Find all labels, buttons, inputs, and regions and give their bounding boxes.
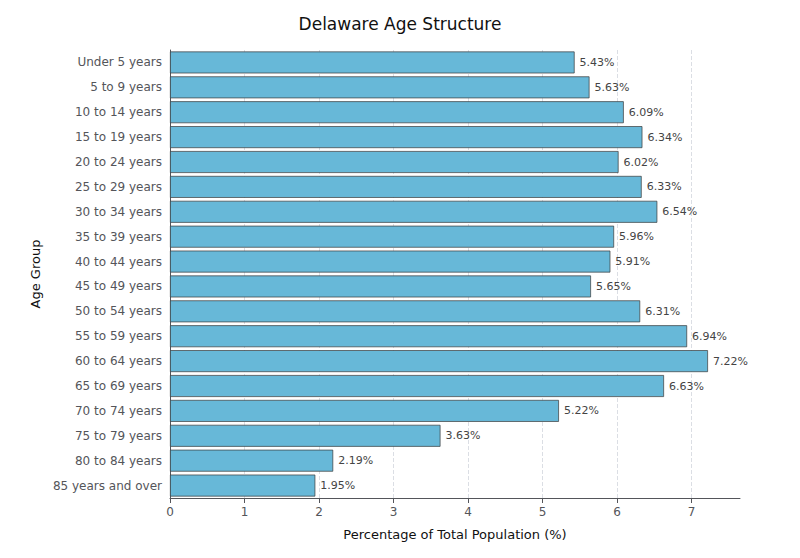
svg-text:45 to 49 years: 45 to 49 years	[75, 279, 162, 293]
svg-text:60 to 64 years: 60 to 64 years	[75, 354, 162, 368]
svg-text:0: 0	[166, 505, 174, 519]
svg-text:6.02%: 6.02%	[624, 156, 659, 169]
svg-text:6: 6	[613, 505, 621, 519]
svg-text:85 years and over: 85 years and over	[53, 479, 162, 493]
svg-text:5 to 9 years: 5 to 9 years	[90, 80, 162, 94]
svg-text:10 to 14 years: 10 to 14 years	[75, 105, 162, 119]
svg-text:2.19%: 2.19%	[338, 454, 373, 467]
svg-text:7.22%: 7.22%	[713, 355, 748, 368]
svg-text:25 to 29 years: 25 to 29 years	[75, 180, 162, 194]
svg-text:4: 4	[464, 505, 472, 519]
svg-text:6.63%: 6.63%	[669, 380, 704, 393]
svg-text:1.95%: 1.95%	[320, 479, 355, 492]
svg-text:6.54%: 6.54%	[662, 205, 697, 218]
svg-text:Age Group: Age Group	[28, 240, 43, 309]
svg-text:Delaware Age Structure: Delaware Age Structure	[299, 14, 502, 34]
svg-text:Under 5 years: Under 5 years	[77, 55, 162, 69]
svg-text:75 to 79 years: 75 to 79 years	[75, 429, 162, 443]
svg-text:6.34%: 6.34%	[647, 131, 682, 144]
svg-text:Percentage of Total Population: Percentage of Total Population (%)	[343, 527, 566, 542]
svg-text:5.65%: 5.65%	[596, 280, 631, 293]
svg-text:5.22%: 5.22%	[564, 404, 599, 417]
svg-text:3: 3	[390, 505, 398, 519]
svg-text:35 to 39 years: 35 to 39 years	[75, 230, 162, 244]
svg-text:5.63%: 5.63%	[594, 81, 629, 94]
svg-text:7: 7	[688, 505, 696, 519]
svg-text:5.91%: 5.91%	[615, 255, 650, 268]
svg-text:70 to 74 years: 70 to 74 years	[75, 404, 162, 418]
svg-text:80 to 84 years: 80 to 84 years	[75, 454, 162, 468]
svg-text:3.63%: 3.63%	[445, 429, 480, 442]
svg-text:65 to 69 years: 65 to 69 years	[75, 379, 162, 393]
svg-text:5: 5	[539, 505, 547, 519]
svg-text:15 to 19 years: 15 to 19 years	[75, 130, 162, 144]
svg-text:6.31%: 6.31%	[645, 305, 680, 318]
svg-text:40 to 44 years: 40 to 44 years	[75, 255, 162, 269]
svg-text:55 to 59 years: 55 to 59 years	[75, 329, 162, 343]
svg-text:30 to 34 years: 30 to 34 years	[75, 205, 162, 219]
svg-text:20 to 24 years: 20 to 24 years	[75, 155, 162, 169]
svg-text:6.94%: 6.94%	[692, 330, 727, 343]
svg-text:2: 2	[315, 505, 323, 519]
svg-text:50 to 54 years: 50 to 54 years	[75, 304, 162, 318]
svg-text:5.96%: 5.96%	[619, 230, 654, 243]
svg-text:1: 1	[241, 505, 249, 519]
svg-text:6.33%: 6.33%	[647, 180, 682, 193]
svg-text:5.43%: 5.43%	[580, 56, 615, 69]
svg-text:6.09%: 6.09%	[629, 106, 664, 119]
